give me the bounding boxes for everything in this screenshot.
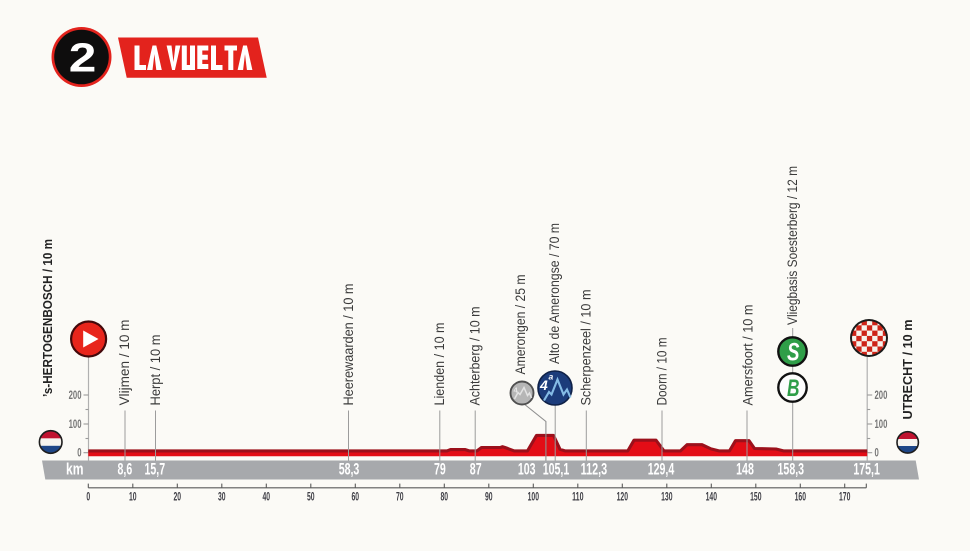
svg-text:90: 90	[485, 490, 493, 504]
svg-text:148: 148	[736, 460, 754, 479]
svg-text:70: 70	[396, 490, 404, 504]
svg-text:87: 87	[470, 460, 482, 479]
svg-text:Alto de Amerongse / 70 m: Alto de Amerongse / 70 m	[547, 223, 562, 364]
svg-text:2: 2	[69, 34, 97, 80]
svg-text:Doorn / 10 m: Doorn / 10 m	[654, 338, 669, 406]
svg-text:140: 140	[706, 490, 718, 504]
svg-text:100: 100	[528, 490, 540, 504]
svg-text:158,3: 158,3	[778, 460, 805, 479]
svg-text:105,1: 105,1	[543, 460, 570, 479]
svg-text:4: 4	[514, 386, 519, 395]
svg-text:160: 160	[795, 490, 807, 504]
svg-text:10: 10	[129, 490, 137, 504]
svg-text:Scherpenzeel / 10 m: Scherpenzeel / 10 m	[579, 290, 594, 406]
svg-text:Achterberg / 10 m: Achterberg / 10 m	[468, 307, 483, 406]
svg-text:200: 200	[875, 390, 888, 402]
svg-text:8,6: 8,6	[118, 460, 133, 479]
svg-text:40: 40	[263, 490, 271, 504]
svg-text:30: 30	[218, 490, 226, 504]
svg-text:B: B	[787, 375, 800, 402]
svg-text:120: 120	[617, 490, 629, 504]
svg-text:Herpt / 10 m: Herpt / 10 m	[148, 335, 163, 406]
svg-text:200: 200	[69, 390, 82, 402]
svg-text:58,3: 58,3	[339, 460, 360, 479]
svg-text:110: 110	[572, 490, 584, 504]
svg-text:60: 60	[352, 490, 360, 504]
svg-text:112,3: 112,3	[581, 460, 608, 479]
svg-text:50: 50	[307, 490, 315, 504]
svg-text:’s-HERTOGENBOSCH / 10 m: ’s-HERTOGENBOSCH / 10 m	[40, 239, 55, 397]
svg-text:UTRECHT / 10 m: UTRECHT / 10 m	[900, 320, 915, 420]
svg-text:0: 0	[875, 448, 879, 460]
svg-text:Vliegbasis Soesterberg / 12 m: Vliegbasis Soesterberg / 12 m	[785, 166, 800, 325]
svg-text:130: 130	[661, 490, 673, 504]
svg-text:80: 80	[441, 490, 449, 504]
svg-text:4: 4	[539, 377, 548, 393]
svg-text:79: 79	[434, 460, 446, 479]
svg-text:175,1: 175,1	[853, 460, 880, 479]
svg-text:129,4: 129,4	[648, 460, 675, 479]
svg-text:150: 150	[750, 490, 762, 504]
svg-text:103: 103	[518, 460, 536, 479]
svg-text:0: 0	[77, 448, 81, 460]
svg-text:Amerongen / 25 m: Amerongen / 25 m	[513, 275, 528, 375]
svg-text:15,7: 15,7	[145, 460, 166, 479]
svg-text:20: 20	[174, 490, 182, 504]
svg-text:Amersfoort / 10 m: Amersfoort / 10 m	[740, 305, 755, 406]
svg-text:a: a	[549, 372, 554, 382]
svg-text:Vlijmen / 10 m: Vlijmen / 10 m	[117, 320, 132, 406]
svg-text:170: 170	[839, 490, 851, 504]
svg-text:Lienden / 10 m: Lienden / 10 m	[432, 323, 447, 406]
svg-text:S: S	[787, 338, 800, 366]
svg-text:0: 0	[86, 490, 90, 504]
svg-text:Heerewaarden / 10 m: Heerewaarden / 10 m	[341, 284, 356, 406]
svg-text:100: 100	[69, 419, 82, 431]
svg-text:100: 100	[875, 419, 888, 431]
svg-text:km: km	[66, 460, 84, 479]
